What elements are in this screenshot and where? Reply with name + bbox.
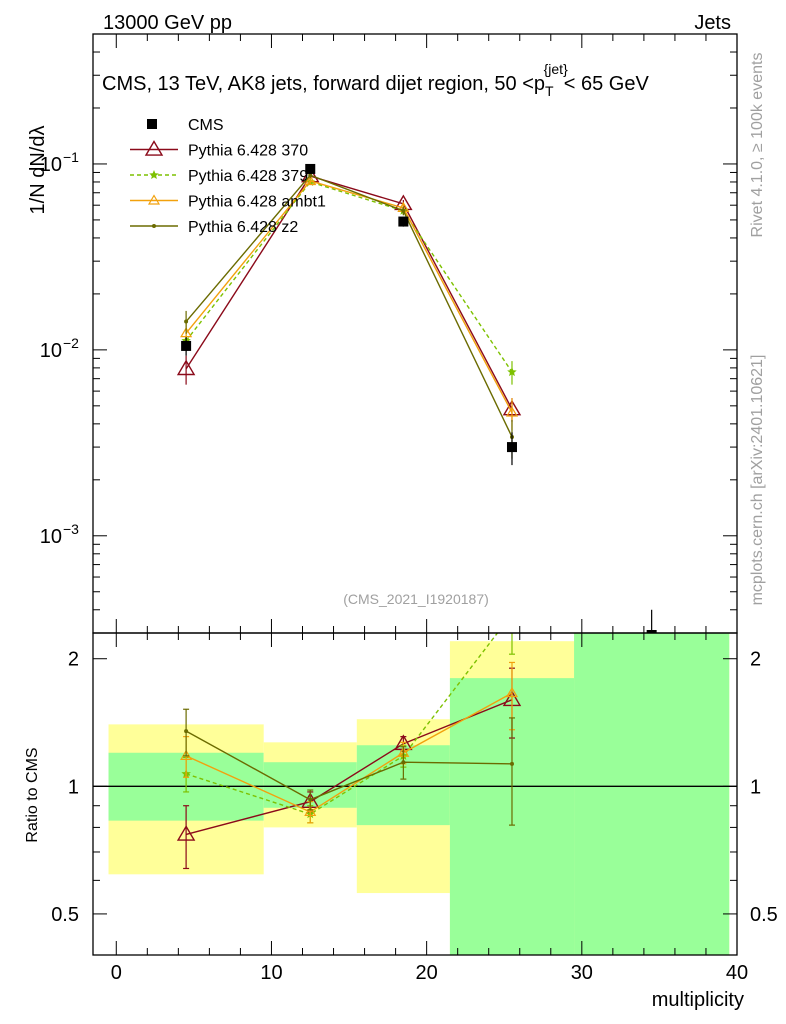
series-2-point-1 [304, 174, 317, 186]
series-2-line [185, 180, 513, 413]
header-right: Jets [694, 12, 731, 34]
series-3-point-0 [184, 319, 189, 324]
rivet-label: Rivet 4.1.0, ≥ 100k events [749, 53, 766, 238]
cms-point-2 [398, 216, 409, 227]
legend: CMS Pythia 6.428 370 Pythia 6.428 379 Pythi… [130, 117, 326, 236]
chart-title-sub: T [545, 83, 554, 99]
cms-data [181, 163, 657, 633]
series-2-point-3 [505, 406, 519, 417]
main-ylabel: 1/N dN/dλ [27, 126, 49, 215]
ratio-series-3-point-3 [509, 761, 514, 766]
series-0-line [185, 175, 513, 410]
legend-series-1-marker [149, 170, 159, 179]
series-0-point-0 [176, 359, 196, 376]
x-axis-label: multiplicity [652, 989, 744, 1011]
ratio-series-2-point-3 [505, 686, 519, 698]
x-tick-label-2: 20 [416, 962, 438, 984]
main-ytick-exp-2: −3 [63, 521, 79, 537]
ratio-series-2-point-0 [180, 749, 193, 760]
site-label-text: mcplots.cern.ch [arXiv:2401.10621] [749, 355, 766, 606]
ratio-series-3-line [185, 730, 512, 801]
cms-point-4 [646, 630, 657, 633]
main-ytick-label-1: 10 [40, 340, 62, 362]
cms-point-3 [506, 442, 517, 453]
ratio-series-2 [180, 661, 519, 824]
ratio-series-0-line [185, 699, 513, 836]
rivet-label-text: Rivet 4.1.0, ≥ 100k events [749, 53, 766, 238]
ratio-series-3 [183, 708, 515, 826]
ratio-uncertainty-bands [93, 633, 737, 955]
ratio-ytick-label-right-1: 1 [750, 776, 761, 798]
analysis-watermark: (CMS_2021_I1920187) [343, 591, 489, 607]
chart-title-sup: {jet} [544, 61, 568, 77]
chart-title: CMS, 13 TeV, AK8 jets, forward dijet reg… [102, 61, 649, 99]
main-panel [176, 166, 522, 459]
ratio-series-1-line [185, 633, 499, 815]
main-ytick-exp-0: −1 [63, 149, 79, 165]
series-3 [184, 172, 514, 459]
ratio-ylabel: Ratio to CMS [24, 747, 41, 842]
x-tick-label-3: 30 [571, 962, 593, 984]
series-2-point-0 [180, 326, 193, 338]
legend-series-3-marker [152, 224, 156, 228]
ratio-ytick-label-left-0: 2 [68, 649, 79, 671]
ratio-series-3-point-2 [401, 760, 406, 765]
ratio-ytick-label-right-2: 0.5 [750, 904, 778, 926]
ratio-series-1-point-3 [507, 609, 517, 618]
ratio-series-2-line [185, 692, 513, 813]
legend-series-2-marker [147, 194, 161, 205]
main-ytick-label-0: 10 [40, 154, 62, 176]
series-3-point-2 [401, 208, 406, 213]
x-tick-label-0: 0 [111, 962, 122, 984]
legend-cms-label: CMS [188, 117, 224, 134]
ratio-series-3-point-0 [184, 729, 189, 734]
legend-series-0-label: Pythia 6.428 370 [188, 143, 308, 160]
green-band-4 [574, 633, 730, 955]
series-1-point-3 [507, 367, 517, 377]
series-3-line [185, 174, 513, 438]
x-tick-label-1: 10 [260, 962, 282, 984]
series-3-point-1 [308, 173, 313, 178]
cms-point-0 [181, 340, 192, 351]
ratio-ytick-label-right-0: 2 [750, 649, 761, 671]
legend-series-0-marker [144, 140, 164, 156]
ratio-frame [92, 632, 738, 956]
legend-series-3-label: Pythia 6.428 z2 [188, 219, 298, 236]
site-label: mcplots.cern.ch [arXiv:2401.10621] [749, 355, 766, 606]
main-ytick-label-2: 10 [40, 526, 62, 548]
ratio-series-2-point-1 [304, 805, 317, 817]
series-2 [180, 174, 519, 431]
main-ytick-exp-1: −2 [63, 335, 79, 351]
ratio-series-0-point-0 [176, 825, 196, 841]
legend-cms-marker [147, 119, 157, 129]
legend-series-2-label: Pythia 6.428 ambt1 [188, 194, 326, 211]
chart-title-prefix: CMS, 13 TeV, AK8 jets, forward dijet reg… [102, 73, 545, 95]
series-1-line [185, 181, 513, 373]
ratio-ytick-label-left-2: 0.5 [51, 904, 79, 926]
main-ylabel-text: 1/N dN/dλ [27, 126, 49, 215]
ratio-ylabel-text: Ratio to CMS [24, 747, 41, 842]
chart-title-suffix: < 65 GeV [564, 73, 650, 95]
ratio-panel [176, 609, 522, 870]
ratio-ytick-label-left-1: 1 [68, 776, 79, 798]
legend-series-1-label: Pythia 6.428 379 [188, 168, 308, 185]
header-left: 13000 GeV pp [103, 12, 232, 34]
cms-point-1 [305, 163, 316, 174]
x-tick-label-4: 40 [726, 962, 748, 984]
ratio-series-3-point-1 [308, 797, 313, 802]
